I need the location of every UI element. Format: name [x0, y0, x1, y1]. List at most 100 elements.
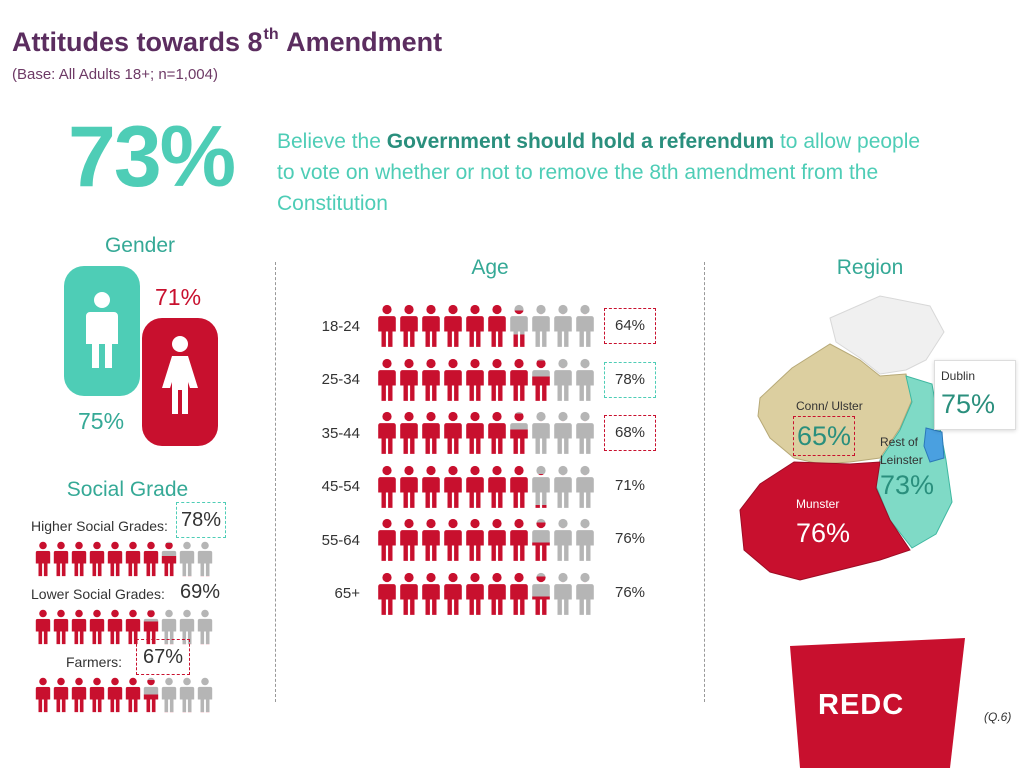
age-1-figure — [488, 358, 506, 401]
age-row-label: 18-24 — [321, 317, 360, 335]
sg-figures-farmers — [34, 676, 214, 714]
age-row: 65+ 76% — [300, 572, 656, 616]
male-card — [64, 266, 140, 396]
age-row-label: 45-54 — [321, 478, 360, 495]
age-row: 25-34 78% — [300, 358, 656, 402]
age-row: 45-54 71% — [300, 465, 656, 509]
sg-0-figure — [53, 541, 69, 577]
headline-statement: Believe the Government should hold a ref… — [277, 130, 921, 215]
age-1-row — [376, 358, 596, 402]
age-0-figure — [422, 304, 440, 347]
sg-1-figure — [197, 609, 213, 645]
sg-0-figure — [143, 541, 159, 577]
sg-2-row — [34, 676, 214, 714]
sg-1-figure — [35, 609, 51, 645]
map-dublin — [923, 427, 945, 463]
age-row-percent: 68% — [604, 415, 656, 451]
age-2-figure — [400, 411, 418, 454]
age-1-figure — [554, 358, 572, 401]
age-2-figure — [378, 411, 396, 454]
age-2-figure — [422, 411, 440, 454]
age-row-percent: 64% — [604, 308, 656, 344]
region-pct-rol: 73% — [880, 470, 935, 500]
sg-1-row — [34, 608, 214, 646]
question-ref: (Q.6) — [984, 710, 1012, 724]
social-grade-heading: Social Grade — [66, 478, 189, 501]
age-row-label: 65+ — [334, 585, 360, 602]
age-0-row — [376, 304, 596, 348]
age-3-figure — [422, 465, 440, 508]
region-heading: Region — [836, 256, 904, 279]
age-row: 55-64 76% — [300, 518, 656, 562]
divider-left — [275, 262, 276, 702]
age-5-figure — [378, 572, 396, 615]
redc-logo: REDC — [818, 689, 905, 721]
age-2-figure — [444, 411, 462, 454]
sg-2-figure — [35, 677, 51, 713]
sg-1-figure — [71, 609, 87, 645]
age-2-figure — [576, 411, 594, 454]
age-row-percent: 71% — [614, 476, 646, 494]
headline-percent: 73% — [68, 109, 236, 205]
age-2-row — [376, 411, 596, 455]
male-icon — [86, 292, 118, 368]
age-3-figure — [488, 465, 506, 508]
age-5-figure — [554, 572, 572, 615]
age-0-figure — [444, 304, 462, 347]
sg-1-figure — [53, 609, 69, 645]
age-5-figure — [576, 572, 594, 615]
redc-logo-shape — [790, 638, 965, 768]
dublin-callout: Dublin 75% — [934, 360, 1016, 430]
age-1-figure — [422, 358, 440, 401]
sg-0-figure — [107, 541, 123, 577]
age-figures — [376, 465, 596, 509]
map-northern-ireland — [829, 295, 945, 375]
age-5-figure — [488, 572, 506, 615]
age-0-figure — [466, 304, 484, 347]
age-5-figure — [400, 572, 418, 615]
age-4-figure — [422, 518, 440, 561]
age-5-figure — [422, 572, 440, 615]
sg-2-figure — [197, 677, 213, 713]
age-2-figure — [466, 411, 484, 454]
age-figures — [376, 304, 596, 348]
sg-1-figure — [161, 609, 177, 645]
age-1-figure — [444, 358, 462, 401]
age-5-row — [376, 572, 596, 616]
sg-2-figure — [179, 677, 195, 713]
age-row-label: 35-44 — [321, 424, 360, 442]
age-0-figure — [488, 304, 506, 347]
age-4-figure — [488, 518, 506, 561]
age-4-figure — [466, 518, 484, 561]
age-5-figure — [466, 572, 484, 615]
ireland-map — [739, 295, 953, 581]
age-1-figure — [510, 358, 528, 401]
sg-label-lower: Lower Social Grades: — [31, 586, 165, 602]
age-chart: 18-24 64% 25-34 78% 35-44 68% 45-54 71% 55-64 76%… — [300, 304, 680, 634]
age-4-figure — [444, 518, 462, 561]
sg-0-figure — [71, 541, 87, 577]
sg-label-farmers: Farmers: — [66, 654, 122, 670]
age-heading: Age — [471, 256, 509, 279]
sg-2-figure — [71, 677, 87, 713]
sg-0-figure — [197, 541, 213, 577]
age-3-figure — [378, 465, 396, 508]
age-0-figure — [400, 304, 418, 347]
age-4-figure — [510, 518, 528, 561]
age-4-figure — [532, 518, 550, 561]
divider-right — [704, 262, 705, 702]
age-3-figure — [510, 465, 528, 508]
age-1-figure — [400, 358, 418, 401]
sg-1-figure — [89, 609, 105, 645]
age-5-figure — [510, 572, 528, 615]
age-row-label: 55-64 — [321, 531, 360, 549]
age-5-figure — [532, 572, 550, 615]
age-0-figure — [576, 304, 594, 347]
age-1-figure — [532, 358, 550, 401]
age-3-figure — [466, 465, 484, 508]
age-0-figure — [378, 304, 396, 347]
age-2-figure — [510, 411, 528, 454]
sg-0-figure — [89, 541, 105, 577]
age-figures — [376, 358, 596, 402]
sg-1-figure — [143, 609, 159, 645]
